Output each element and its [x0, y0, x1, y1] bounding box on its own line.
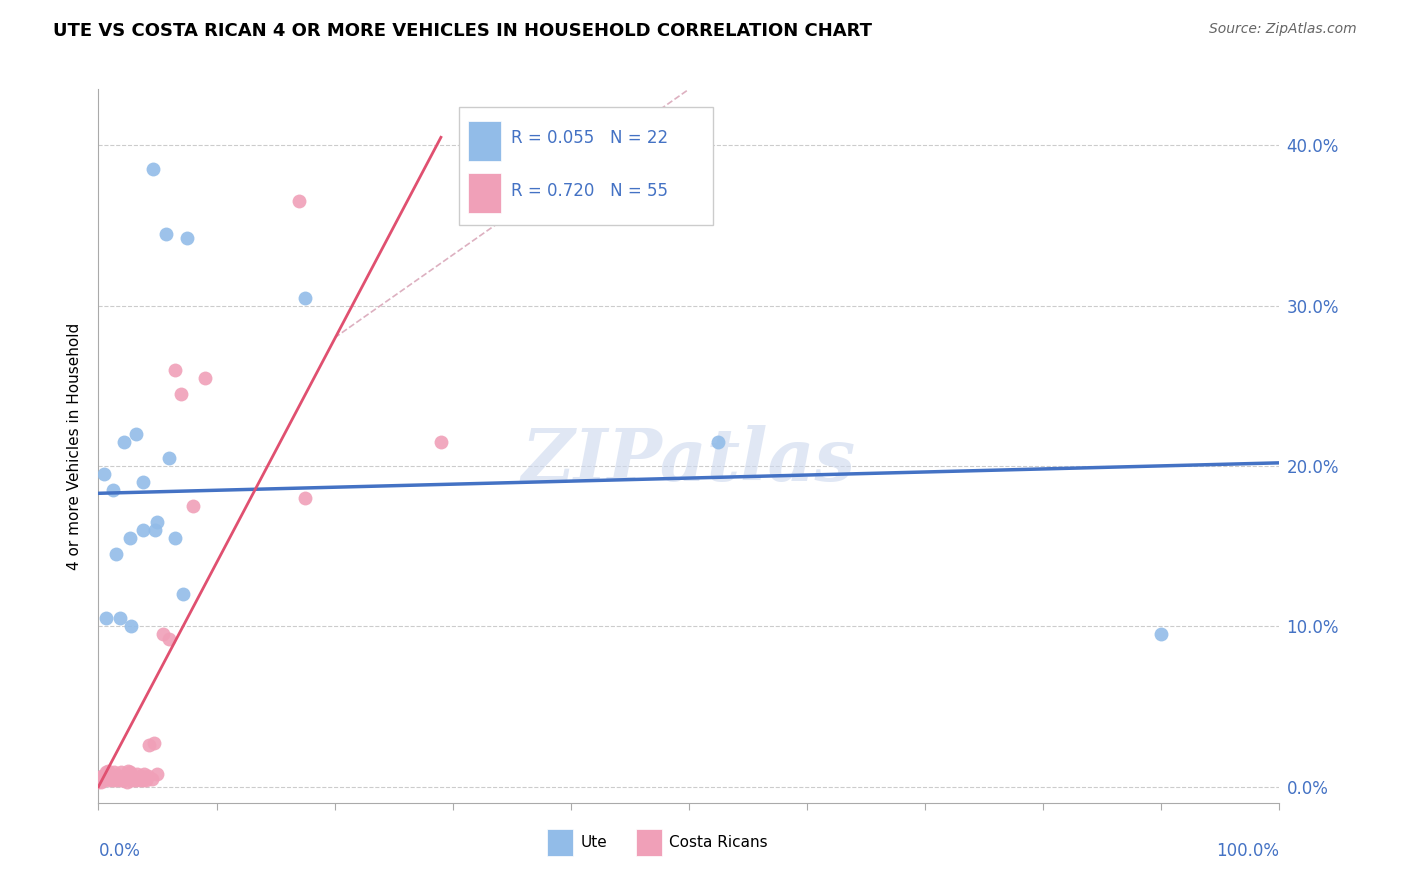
- Point: [157, 450, 180, 465]
- Point: [141, 772, 163, 786]
- Point: [91, 768, 114, 782]
- Point: [707, 435, 730, 450]
- Point: [134, 767, 156, 781]
- Point: [101, 773, 124, 788]
- Point: [120, 531, 142, 545]
- Point: [94, 765, 117, 780]
- Point: [93, 772, 115, 786]
- Point: [121, 768, 143, 782]
- Text: R = 0.055   N = 22: R = 0.055 N = 22: [510, 129, 668, 147]
- Point: [146, 767, 169, 781]
- Point: [105, 773, 128, 788]
- Point: [105, 547, 128, 561]
- Point: [114, 770, 136, 784]
- Point: [430, 435, 453, 450]
- Point: [138, 738, 160, 752]
- Point: [108, 773, 131, 788]
- Point: [146, 515, 169, 529]
- Point: [132, 523, 155, 537]
- Point: [135, 773, 157, 788]
- Text: UTE VS COSTA RICAN 4 OR MORE VEHICLES IN HOUSEHOLD CORRELATION CHART: UTE VS COSTA RICAN 4 OR MORE VEHICLES IN…: [53, 22, 873, 40]
- Point: [97, 764, 120, 778]
- Point: [111, 773, 134, 788]
- Point: [115, 775, 138, 789]
- Point: [125, 427, 148, 442]
- Point: [121, 619, 143, 633]
- FancyBboxPatch shape: [468, 173, 501, 212]
- Point: [136, 768, 159, 782]
- FancyBboxPatch shape: [547, 830, 574, 856]
- Point: [107, 770, 129, 784]
- Point: [132, 773, 155, 788]
- Point: [288, 194, 311, 209]
- Point: [172, 587, 194, 601]
- Point: [101, 483, 124, 497]
- Point: [90, 775, 112, 789]
- Point: [176, 231, 198, 245]
- Point: [1150, 627, 1173, 641]
- Point: [112, 773, 135, 788]
- Point: [127, 767, 149, 781]
- Point: [155, 227, 177, 241]
- Point: [131, 772, 153, 786]
- Point: [165, 531, 187, 545]
- FancyBboxPatch shape: [468, 121, 501, 161]
- Point: [117, 764, 139, 778]
- Point: [100, 767, 122, 781]
- Point: [122, 773, 145, 788]
- Point: [294, 491, 316, 505]
- Text: 100.0%: 100.0%: [1216, 842, 1279, 860]
- Text: ZIPatlas: ZIPatlas: [522, 425, 856, 496]
- Point: [110, 765, 132, 780]
- Point: [142, 736, 165, 750]
- Point: [132, 475, 155, 489]
- Point: [118, 770, 141, 784]
- Point: [87, 775, 110, 789]
- Point: [112, 435, 135, 450]
- Point: [94, 611, 117, 625]
- Point: [98, 772, 121, 786]
- Point: [125, 773, 148, 788]
- Point: [194, 371, 217, 385]
- Text: 0.0%: 0.0%: [98, 842, 141, 860]
- Point: [128, 770, 150, 784]
- Point: [93, 467, 115, 481]
- Text: Costa Ricans: Costa Ricans: [669, 835, 768, 850]
- Point: [112, 768, 135, 782]
- Point: [157, 632, 180, 647]
- Text: Source: ZipAtlas.com: Source: ZipAtlas.com: [1209, 22, 1357, 37]
- Point: [98, 773, 121, 788]
- Point: [96, 770, 118, 784]
- Text: Ute: Ute: [581, 835, 607, 850]
- Point: [129, 768, 152, 782]
- Point: [121, 773, 143, 788]
- Point: [108, 611, 131, 625]
- Point: [91, 773, 114, 788]
- Point: [128, 773, 150, 788]
- Text: R = 0.720   N = 55: R = 0.720 N = 55: [510, 182, 668, 200]
- Point: [89, 770, 111, 784]
- Point: [165, 363, 187, 377]
- Point: [294, 291, 316, 305]
- Y-axis label: 4 or more Vehicles in Household: 4 or more Vehicles in Household: [67, 322, 83, 570]
- Point: [104, 770, 127, 784]
- FancyBboxPatch shape: [636, 830, 662, 856]
- Point: [105, 768, 128, 782]
- Point: [120, 765, 142, 780]
- Point: [181, 499, 204, 513]
- Point: [170, 387, 193, 401]
- Point: [103, 765, 125, 780]
- Point: [152, 627, 174, 641]
- FancyBboxPatch shape: [458, 107, 713, 225]
- Point: [142, 162, 165, 177]
- Point: [124, 770, 146, 784]
- Point: [143, 523, 166, 537]
